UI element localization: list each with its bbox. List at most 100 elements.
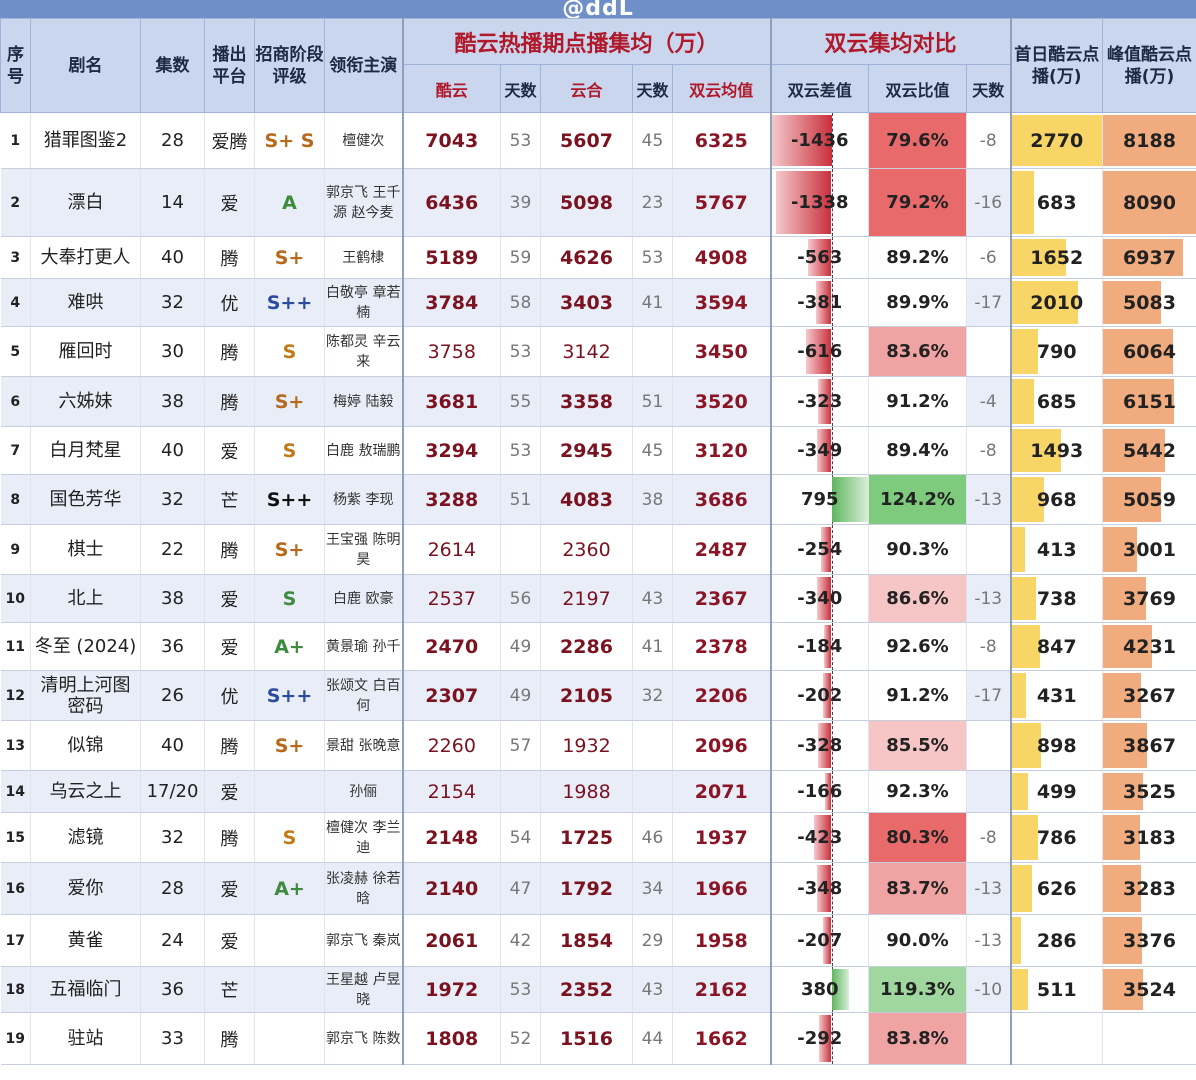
lead-actors-cell: 郭京飞 陈数	[324, 1012, 404, 1065]
row-index: 3	[10, 249, 21, 266]
dual-avg-cell: 2206	[672, 670, 772, 721]
row-index: 16	[5, 880, 25, 897]
compare-days: -13	[974, 930, 1003, 951]
diff-axis	[831, 915, 833, 966]
lead-actors-cell: 张颂文 白百何	[324, 670, 404, 721]
kuyun-avg: 2470	[425, 635, 479, 658]
drama-name: 北上	[67, 588, 104, 609]
kuyun-days-cell: 58	[500, 278, 541, 327]
compare-days-cell	[966, 326, 1012, 377]
dual-diff-cell: -166	[770, 770, 869, 813]
first-day-bar	[1011, 969, 1029, 1010]
episode-count-cell: 14	[140, 168, 205, 237]
platform: 爱	[220, 931, 239, 953]
first-day-views-cell: 499	[1010, 770, 1103, 813]
grade-badge-cell	[254, 914, 325, 967]
kuyun-avg-cell: 2614	[402, 524, 501, 575]
dual-avg: 3520	[694, 390, 748, 413]
platform-cell: 爱	[204, 770, 255, 813]
grade-badge-cell: S++	[254, 670, 325, 721]
kuyun-days: 53	[509, 130, 532, 151]
episode-count: 40	[161, 247, 184, 268]
dual-avg: 2206	[694, 684, 748, 707]
kuyun-days-cell: 42	[500, 914, 541, 967]
platform-cell: 爱	[204, 574, 255, 623]
yunhe-days-cell: 46	[632, 812, 673, 863]
yunhe-avg-cell: 4083	[540, 474, 633, 525]
yunhe-avg-cell: 1854	[540, 914, 633, 967]
yunhe-days-cell: 23	[632, 168, 673, 237]
table-row: 13 似锦 40 腾 S+ 景甜 张晚意 2260 57 1932 2096 -328 85.5% 89…	[0, 720, 1196, 771]
yunhe-avg-cell: 2105	[540, 670, 633, 721]
yunhe-days-cell	[632, 524, 673, 575]
dual-diff: -254	[797, 539, 843, 560]
kuyun-days-cell: 55	[500, 376, 541, 427]
col-ku-header: 酷云	[402, 64, 501, 113]
drama-name-cell: 似锦	[30, 720, 141, 771]
yunhe-avg-cell: 2286	[540, 622, 633, 671]
yunhe-avg: 4083	[560, 488, 613, 511]
col-lead-header: 领衔主演	[324, 18, 404, 113]
dual-ratio-cell: 90.3%	[868, 524, 967, 575]
drama-name-cell: 驻站	[30, 1012, 141, 1065]
peak-views-cell: 5059	[1102, 474, 1196, 525]
yunhe-days-cell: 53	[632, 236, 673, 279]
dual-diff-cell: -323	[770, 376, 869, 427]
yunhe-avg: 2197	[562, 587, 611, 610]
kuyun-avg: 3288	[425, 488, 479, 511]
peak-bar	[1103, 577, 1147, 620]
yunhe-days-cell: 45	[632, 112, 673, 169]
first-day-views-cell: 738	[1010, 574, 1103, 623]
diff-axis	[831, 623, 833, 670]
dual-avg-cell: 3120	[672, 426, 772, 475]
table-row: 7 白月梵星 40 爱 S 白鹿 敖瑞鹏 3294 53 2945 45 3120 -349 89.4%…	[0, 426, 1196, 475]
dual-avg-cell: 2378	[672, 622, 772, 671]
dual-ratio-cell: 89.2%	[868, 236, 967, 279]
dual-diff: -202	[797, 685, 843, 706]
row-index-cell: 10	[0, 574, 31, 623]
diff-bar	[813, 815, 832, 860]
dual-ratio-cell: 89.4%	[868, 426, 967, 475]
row-index: 6	[10, 393, 21, 410]
ranking-table: 序号 剧名 集数 播出平台 招商阶段评级 领衔主演 酷云热播期点播集均（万） 双…	[0, 18, 1196, 1065]
dual-diff-cell: -202	[770, 670, 869, 721]
grade-badge-cell: A	[254, 168, 325, 237]
table-row: 6 六姊妹 38 腾 S+ 梅婷 陆毅 3681 55 3358 51 3520 -323 91.2% -…	[0, 376, 1196, 427]
peak-views-cell: 3001	[1102, 524, 1196, 575]
platform-cell: 爱腾	[204, 112, 255, 169]
first-day-views: 1493	[1030, 439, 1084, 462]
drama-name: 雁回时	[58, 341, 113, 362]
episode-count: 40	[161, 440, 184, 461]
dual-ratio-cell: 91.2%	[868, 376, 967, 427]
first-day-bar	[1011, 239, 1067, 276]
yunhe-avg-cell: 5607	[540, 112, 633, 169]
yunhe-days: 32	[641, 685, 664, 706]
first-day-bar	[1011, 625, 1040, 668]
table-row: 19 驻站 33 腾 郭京飞 陈数 1808 52 1516 44 1662 -292 83.8%	[0, 1012, 1196, 1065]
grade-badge: A+	[274, 877, 305, 900]
row-index-cell: 8	[0, 474, 31, 525]
drama-name: 驻站	[67, 1028, 104, 1049]
first-day-bar	[1011, 429, 1062, 472]
compare-days-cell: -17	[966, 670, 1012, 721]
episode-count-cell: 28	[140, 862, 205, 915]
yunhe-avg-cell: 1725	[540, 812, 633, 863]
diff-axis	[831, 525, 833, 574]
yunhe-avg-cell: 3403	[540, 278, 633, 327]
compare-days-cell: -13	[966, 914, 1012, 967]
grade-badge-cell: S	[254, 812, 325, 863]
platform: 爱	[220, 879, 239, 901]
kuyun-avg-cell: 3288	[402, 474, 501, 525]
yunhe-days: 34	[641, 878, 664, 899]
kuyun-days: 52	[509, 1028, 532, 1049]
dual-ratio-cell: 92.6%	[868, 622, 967, 671]
dual-diff-cell: -423	[770, 812, 869, 863]
dual-ratio: 89.2%	[886, 247, 949, 268]
yunhe-days-cell: 43	[632, 574, 673, 623]
episode-count-cell: 38	[140, 376, 205, 427]
yunhe-days-cell: 44	[632, 1012, 673, 1065]
grade-badge: S+	[274, 246, 305, 269]
lead-actors-cell: 杨紫 李现	[324, 474, 404, 525]
peak-views-cell: 3525	[1102, 770, 1196, 813]
